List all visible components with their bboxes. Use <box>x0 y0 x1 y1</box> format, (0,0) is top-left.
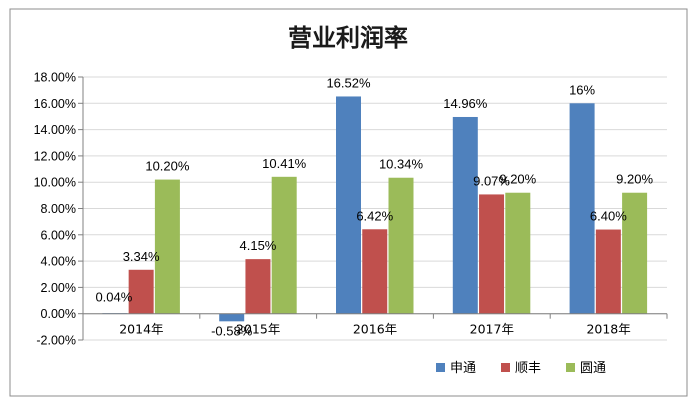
x-category-label: 2017年 <box>470 322 514 337</box>
y-tick-labels: -2.00% 0.00% 2.00% 4.00% 6.00% 8.00% 10.00% 12.… <box>34 71 76 348</box>
bar-申通-2017年 <box>452 116 478 314</box>
data-label: 10.41% <box>262 156 307 171</box>
data-label: 10.34% <box>379 157 424 172</box>
data-label: 4.15% <box>240 238 277 253</box>
y-tick-label: 8.00% <box>41 202 76 216</box>
data-label: 9.20% <box>616 172 653 187</box>
legend: 申通 顺丰 圆通 <box>436 361 606 376</box>
data-label: 16.52% <box>326 75 371 90</box>
bar-圆通-2014年 <box>154 179 180 314</box>
y-tick-label: 0.00% <box>41 307 76 321</box>
legend-swatch <box>501 363 510 372</box>
data-labels: 0.04% 3.34% 10.20% -0.58% 4.15% 10.41% 16.52% 6… <box>95 75 653 338</box>
data-label: 14.96% <box>443 96 488 111</box>
data-label: -0.58% <box>211 324 253 339</box>
bar-顺丰-2016年 <box>362 229 388 314</box>
x-category-labels: 2014年 2015年 2016年 2017年 2018年 <box>119 322 631 337</box>
data-label: 6.40% <box>590 209 627 224</box>
bar-圆通-2018年 <box>622 192 648 314</box>
legend-swatch <box>436 363 445 372</box>
legend-swatch <box>566 363 575 372</box>
axes <box>82 77 668 340</box>
data-label: 16% <box>569 82 595 97</box>
data-label: 3.34% <box>123 249 160 264</box>
y-tick-label: 10.00% <box>34 176 76 190</box>
bar-申通-2016年 <box>336 96 361 314</box>
bar-申通-2015年 <box>219 313 245 322</box>
bar-顺丰-2018年 <box>595 229 621 314</box>
x-category-label: 2015年 <box>236 322 280 337</box>
bar-顺丰-2014年 <box>128 269 154 314</box>
y-tick-label: 6.00% <box>41 228 76 242</box>
data-label: 0.04% <box>95 290 132 305</box>
bar-圆通-2016年 <box>388 177 414 314</box>
y-tick-label: 14.00% <box>34 123 76 137</box>
bar-申通-2018年 <box>569 103 595 314</box>
bar-顺丰-2015年 <box>245 259 271 314</box>
data-label: 10.20% <box>145 159 190 174</box>
data-label: 9.20% <box>499 172 536 187</box>
y-tick-label: -2.00% <box>36 334 76 348</box>
legend-label: 申通 <box>450 361 476 376</box>
bars <box>102 96 648 322</box>
y-tick-label: 18.00% <box>34 71 76 85</box>
chart-title: 营业利润率 <box>288 24 408 52</box>
legend-label: 圆通 <box>580 361 606 376</box>
data-label: 6.42% <box>356 208 393 223</box>
x-category-label: 2014年 <box>119 322 163 337</box>
legend-label: 顺丰 <box>515 361 541 376</box>
y-tick-label: 4.00% <box>41 255 76 269</box>
x-category-label: 2018年 <box>586 322 630 337</box>
bar-圆通-2017年 <box>505 192 531 314</box>
data-label: 9.07% <box>473 173 510 188</box>
y-tick-label: 16.00% <box>34 97 76 111</box>
y-tick-label: 2.00% <box>41 281 76 295</box>
y-tick-label: 12.00% <box>34 149 76 163</box>
bar-顺丰-2017年 <box>479 194 505 314</box>
bar-圆通-2015年 <box>271 176 297 314</box>
x-category-label: 2016年 <box>353 322 397 337</box>
